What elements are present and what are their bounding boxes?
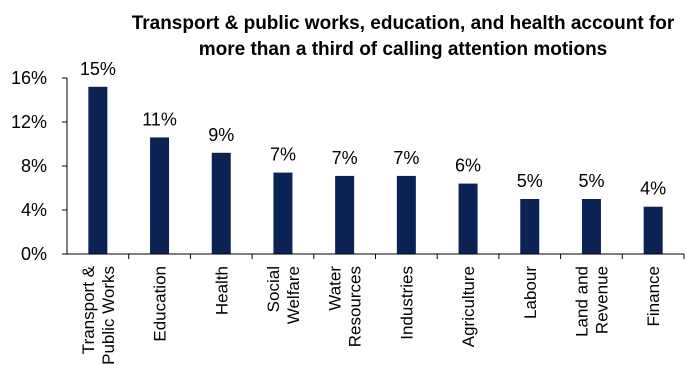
y-tick-label: 16% — [11, 68, 47, 88]
x-tick-label-line: Revenue — [592, 266, 611, 334]
data-label: 7% — [332, 148, 358, 168]
x-tick-label-line: Resources — [346, 266, 365, 347]
y-tick-label: 8% — [21, 156, 47, 176]
x-tick-label-line: Agriculture — [459, 266, 478, 347]
y-axis: 0% 4% 8% 12% 16% — [11, 68, 67, 264]
bar — [644, 207, 663, 254]
data-label: 7% — [270, 145, 296, 165]
x-tick-label: Water Resources — [326, 266, 365, 348]
bar — [212, 153, 231, 254]
x-tick-label-line: Welfare — [284, 266, 303, 324]
x-tick-label: Education — [151, 266, 170, 342]
x-axis: Transport & Public Works Education Health So… — [67, 254, 684, 365]
data-label: 4% — [640, 179, 666, 199]
x-tick-label-line: Transport & — [79, 265, 98, 354]
bar — [150, 137, 169, 254]
x-tick-label: Labour — [521, 266, 540, 319]
x-tick-label: Industries — [397, 266, 416, 340]
bar — [520, 199, 539, 254]
x-tick-label-line: Water — [326, 266, 345, 311]
data-label: 15% — [80, 59, 116, 79]
bar — [273, 173, 292, 254]
x-tick-label-line: Finance — [644, 266, 663, 326]
bar — [88, 87, 107, 254]
x-tick-label: Health — [212, 266, 231, 315]
bar — [397, 176, 416, 254]
x-tick-label-line: Land and — [572, 266, 591, 337]
x-tick-label-line: Education — [151, 266, 170, 342]
bar — [459, 184, 478, 254]
y-tick-label: 4% — [21, 200, 47, 220]
y-tick-label: 12% — [11, 112, 47, 132]
x-tick-label: Agriculture — [459, 266, 478, 347]
chart-title-line-2: more than a third of calling attention m… — [199, 39, 608, 60]
x-tick-label: Transport & Public Works — [79, 265, 118, 365]
bars: 15% 11% 9% 7% 7% 7% 6% 5% 5% 4% — [80, 59, 666, 254]
y-tick-label: 0% — [21, 244, 47, 264]
x-tick-label: Social Welfare — [264, 266, 303, 324]
data-label: 5% — [578, 171, 604, 191]
data-label: 6% — [455, 156, 481, 176]
data-label: 11% — [142, 109, 177, 129]
data-label: 9% — [208, 125, 234, 145]
bar — [582, 199, 601, 254]
chart-title-line-1: Transport & public works, education, and… — [132, 13, 675, 34]
x-tick-label: Finance — [644, 266, 663, 326]
x-tick-label-line: Labour — [521, 266, 540, 319]
x-tick-label-line: Industries — [397, 266, 416, 340]
x-tick-label-line: Public Works — [99, 266, 118, 365]
x-tick-label-line: Social — [264, 266, 283, 312]
x-tick-label-line: Health — [212, 266, 231, 315]
data-label: 7% — [393, 148, 419, 168]
data-label: 5% — [517, 171, 543, 191]
x-tick-label: Land and Revenue — [572, 266, 611, 337]
bar — [335, 176, 354, 254]
